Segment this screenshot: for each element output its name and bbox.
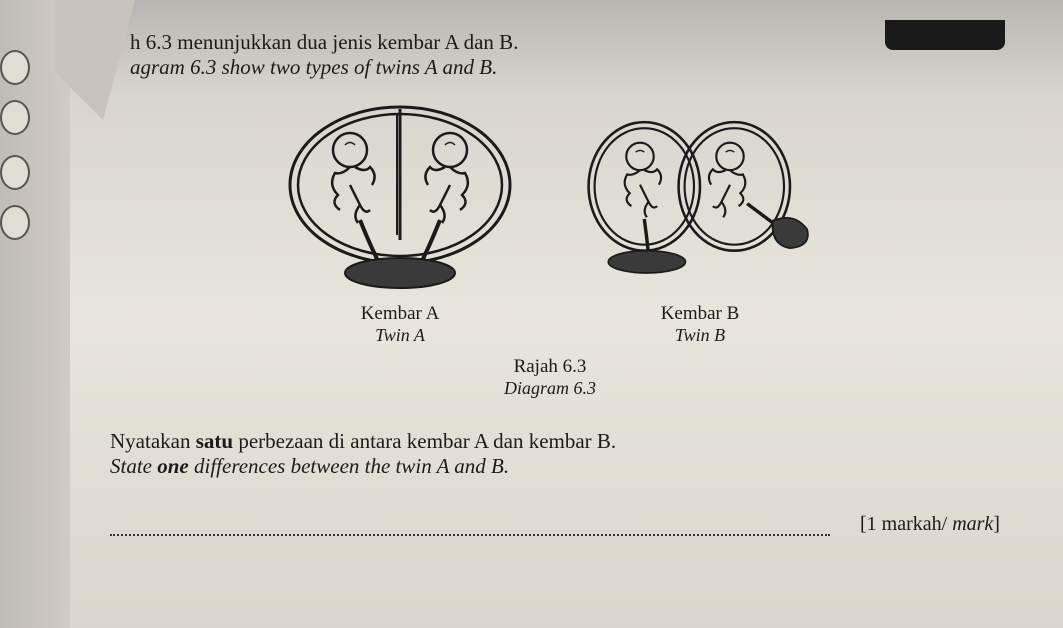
answer-row: [1 markah/ mark] (100, 504, 1000, 536)
question-header: h 6.3 menunjukkan dua jenis kembar A dan… (130, 30, 1000, 80)
marks-prefix: [1 markah/ (860, 513, 952, 535)
twin-a-diagram (280, 95, 520, 295)
twin-a-label-malay: Kembar A (361, 303, 440, 325)
black-tab (885, 20, 1005, 50)
answer-blank-line (110, 534, 830, 536)
page-content: h 6.3 menunjukkan dua jenis kembar A dan… (100, 30, 1000, 536)
question-malay: Nyatakan satu perbezaan di antara kembar… (110, 429, 1000, 454)
hole-icon (0, 205, 30, 240)
question-malay-bold: satu (196, 429, 233, 453)
header-english: agram 6.3 show two types of twins A and … (130, 55, 1000, 80)
question-english-suffix: differences between the twin A and B. (189, 454, 509, 478)
page-left-margin (0, 0, 70, 628)
marks-label: [1 markah/ mark] (860, 513, 1000, 536)
twin-a-label-english: Twin A (361, 325, 440, 346)
twin-b-label-english: Twin B (661, 325, 740, 346)
question-text: Nyatakan satu perbezaan di antara kembar… (110, 429, 1000, 479)
twin-b-group: Kembar B Twin B (580, 95, 820, 346)
marks-suffix: ] (993, 513, 1000, 535)
hole-icon (0, 155, 30, 190)
figure-label: Rajah 6.3 Diagram 6.3 (100, 356, 1000, 399)
twin-b-label-malay: Kembar B (661, 303, 740, 325)
hole-icon (0, 100, 30, 135)
hole-icon (0, 50, 30, 85)
twin-a-label: Kembar A Twin A (361, 303, 440, 346)
question-malay-prefix: Nyatakan (110, 429, 196, 453)
figure-label-english: Diagram 6.3 (100, 378, 1000, 399)
header-malay: h 6.3 menunjukkan dua jenis kembar A dan… (130, 30, 1000, 55)
question-english-prefix: State (110, 454, 157, 478)
figure-label-malay: Rajah 6.3 (100, 356, 1000, 378)
question-english-bold: one (157, 454, 189, 478)
twin-b-label: Kembar B Twin B (661, 303, 740, 346)
question-english: State one differences between the twin A… (110, 454, 1000, 479)
diagram-container: Kembar A Twin A (100, 95, 1000, 346)
marks-italic: mark (952, 513, 993, 535)
twin-a-group: Kembar A Twin A (280, 95, 520, 346)
question-malay-suffix: perbezaan di antara kembar A dan kembar … (233, 429, 616, 453)
twin-b-diagram (580, 95, 820, 295)
